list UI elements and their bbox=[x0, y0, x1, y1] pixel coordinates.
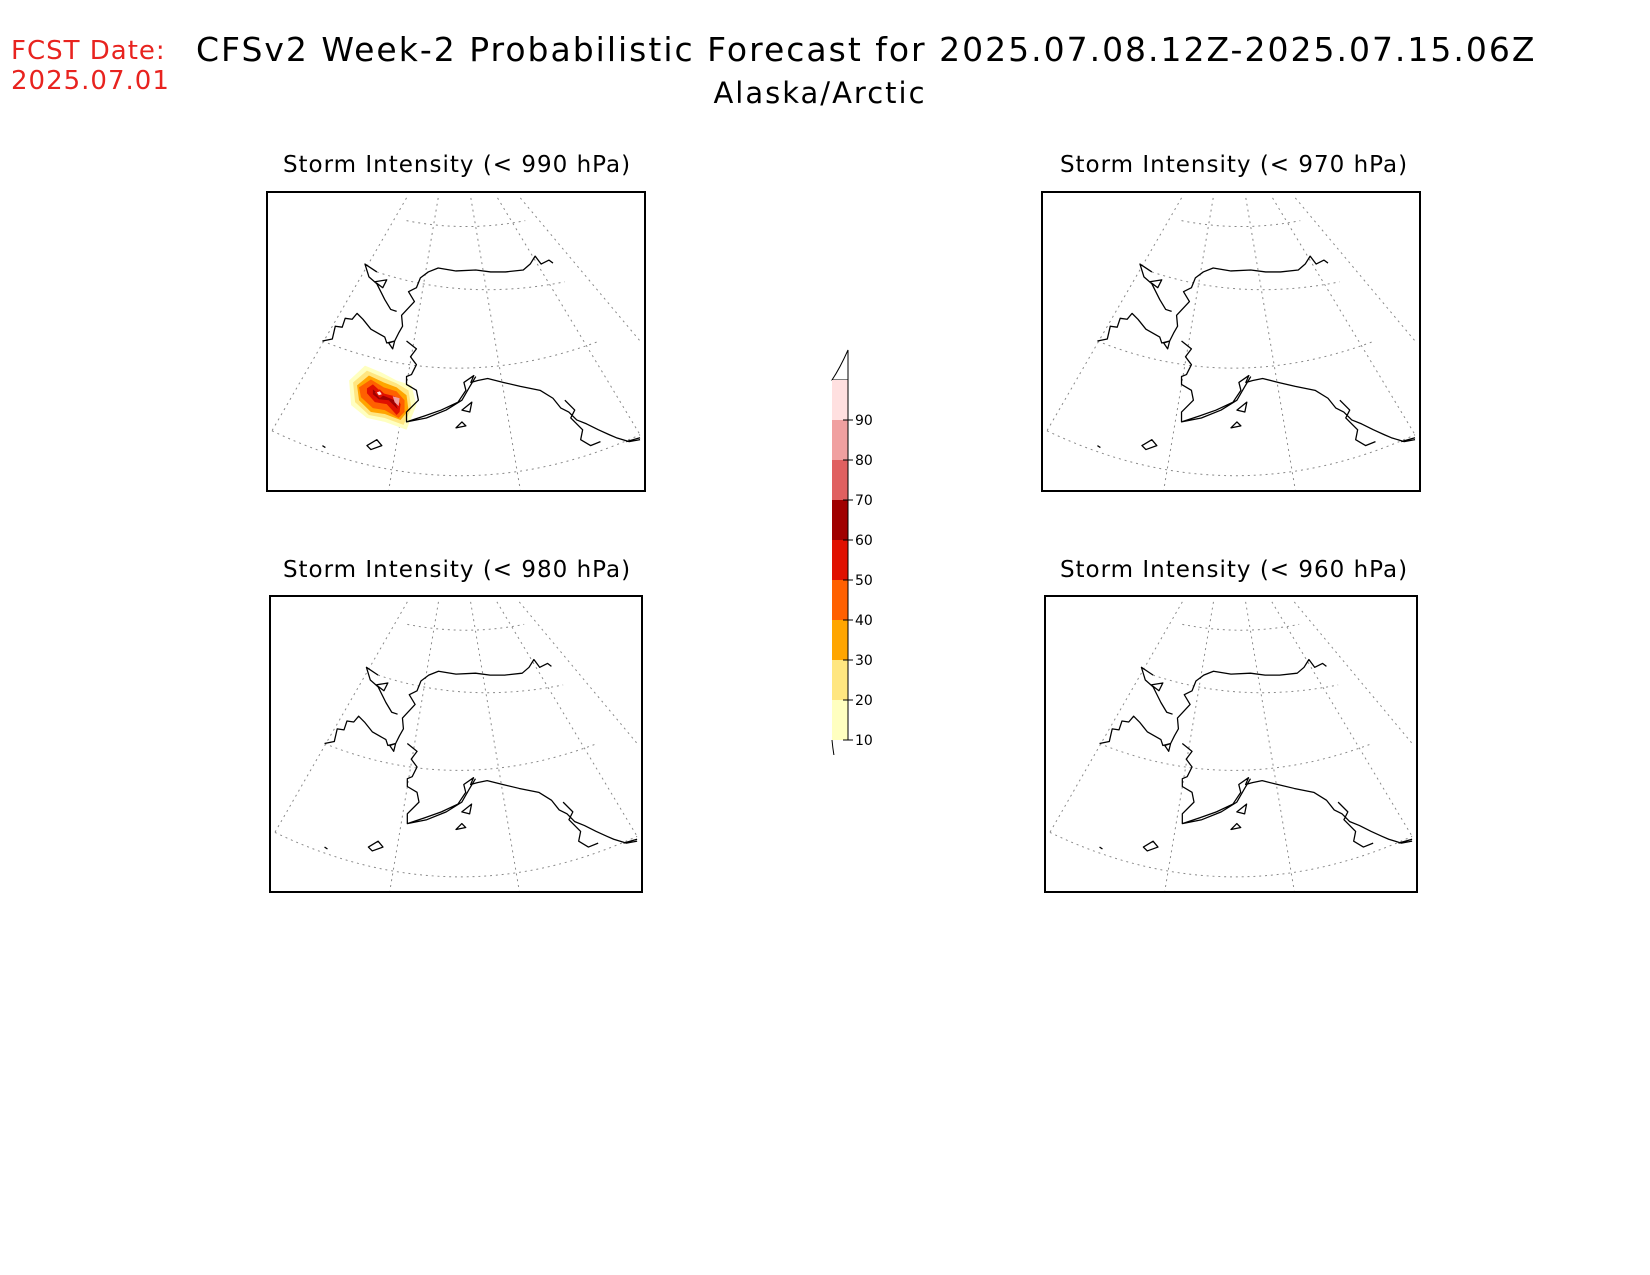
meridian-line bbox=[1294, 197, 1416, 342]
meridian-line bbox=[1271, 601, 1413, 837]
latitude-line bbox=[376, 271, 565, 291]
colorbar-top-cap bbox=[831, 349, 849, 381]
colorbar-segment bbox=[832, 420, 848, 460]
meridian-line bbox=[1293, 601, 1413, 744]
colorbar-tick-label: 70 bbox=[855, 493, 873, 509]
latitude-line bbox=[377, 674, 564, 694]
latitude-line bbox=[271, 430, 641, 477]
colorbar-tick-label: 30 bbox=[855, 653, 873, 669]
colorbar-segment bbox=[832, 580, 848, 620]
colorbar-segment bbox=[832, 380, 848, 420]
colorbar-tick-label: 40 bbox=[855, 613, 873, 629]
panel-title-990: Storm Intensity (< 990 hPa) bbox=[282, 152, 632, 178]
probability-shading bbox=[349, 365, 417, 430]
map-panel-960 bbox=[1044, 595, 1418, 893]
region-subtitle: Alaska/Arctic bbox=[713, 76, 927, 110]
colorbar-tick-label: 50 bbox=[855, 573, 873, 589]
probability-colorbar: 10 20 30 40 50 60 70 80 90 bbox=[831, 349, 873, 755]
meridian-line bbox=[1245, 601, 1295, 891]
map-panel-970 bbox=[1041, 191, 1421, 492]
colorbar-tick-label: 90 bbox=[855, 413, 873, 429]
meridian-line bbox=[470, 601, 520, 891]
colorbar-tick-label: 20 bbox=[855, 693, 873, 709]
forecast-date-label: FCST Date: bbox=[11, 36, 166, 66]
meridian-line bbox=[274, 601, 408, 833]
panel-title-960: Storm Intensity (< 960 hPa) bbox=[1059, 557, 1409, 583]
colorbar-segment bbox=[832, 460, 848, 500]
coastline bbox=[322, 255, 641, 451]
panel-title-970: Storm Intensity (< 970 hPa) bbox=[1059, 152, 1409, 178]
colorbar-tick-label: 80 bbox=[855, 453, 873, 469]
meridian-line bbox=[470, 197, 521, 490]
colorbar-segment bbox=[832, 660, 848, 700]
map-panel-990 bbox=[266, 191, 646, 492]
panel-title-980: Storm Intensity (< 980 hPa) bbox=[282, 557, 632, 583]
alaska-map bbox=[274, 601, 638, 891]
forecast-date-block: FCST Date: 2025.07.01 bbox=[11, 36, 170, 96]
meridian-line bbox=[519, 197, 641, 342]
alaska-map bbox=[1049, 601, 1413, 891]
colorbar-bottom-cap bbox=[832, 740, 848, 755]
latitude-line bbox=[1152, 674, 1339, 694]
latitude-line bbox=[407, 623, 525, 631]
coastline bbox=[1097, 255, 1416, 451]
latitude-line bbox=[1181, 220, 1301, 227]
meridian-line bbox=[518, 601, 638, 744]
colorbar-tick-label: 10 bbox=[855, 733, 873, 749]
main-title-text: CFSv2 Week-2 Probabilistic Forecast for … bbox=[196, 30, 1537, 69]
meridian-line bbox=[389, 601, 439, 891]
meridian-line bbox=[1046, 197, 1182, 432]
map-panel-980 bbox=[269, 595, 643, 893]
colorbar-segment bbox=[832, 500, 848, 540]
latitude-line bbox=[1151, 271, 1340, 291]
meridian-line bbox=[1164, 601, 1214, 891]
latitude-line bbox=[322, 340, 600, 369]
meridian-line bbox=[388, 197, 439, 490]
colorbar-tick-label: 60 bbox=[855, 533, 873, 549]
latitude-line bbox=[1049, 831, 1413, 878]
meridian-line bbox=[1245, 197, 1296, 490]
latitude-line bbox=[1046, 430, 1416, 477]
meridian-line bbox=[496, 601, 638, 837]
alaska-map bbox=[1046, 197, 1416, 490]
forecast-date-value: 2025.07.01 bbox=[11, 66, 170, 96]
latitude-line bbox=[1182, 623, 1300, 631]
colorbar-segment bbox=[832, 540, 848, 580]
latitude-line bbox=[274, 831, 638, 878]
colorbar-segment bbox=[832, 620, 848, 660]
coastline bbox=[1099, 658, 1413, 852]
meridian-line bbox=[1163, 197, 1214, 490]
latitude-line bbox=[324, 743, 598, 771]
meridian-line bbox=[1049, 601, 1183, 833]
coastline bbox=[324, 658, 638, 852]
latitude-line bbox=[1097, 340, 1375, 369]
latitude-line bbox=[1099, 743, 1373, 771]
meridian-line bbox=[497, 197, 641, 435]
latitude-line bbox=[406, 220, 526, 227]
colorbar-segment bbox=[832, 700, 848, 740]
alaska-map bbox=[271, 197, 641, 490]
meridian-line bbox=[1272, 197, 1416, 435]
